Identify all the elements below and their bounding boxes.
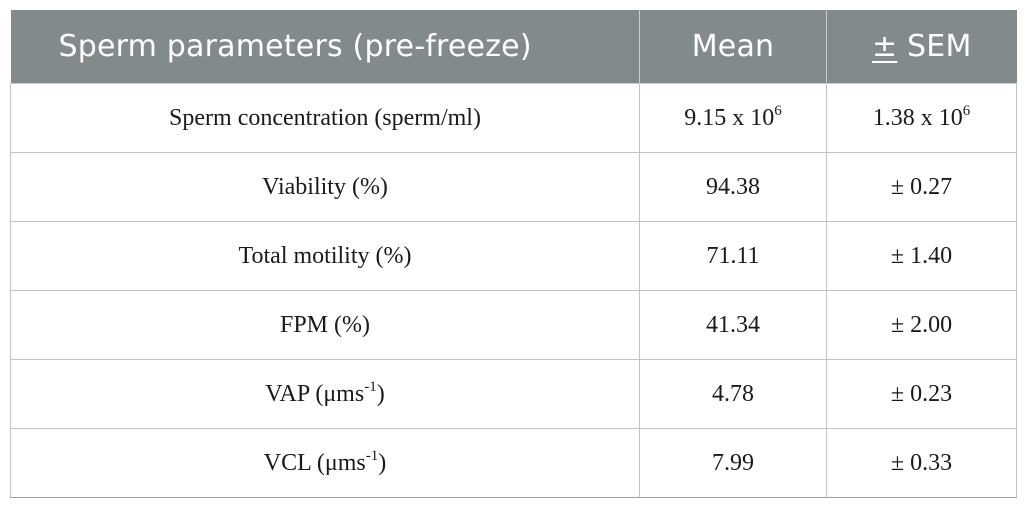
sem-text: ± 1.40: [890, 242, 953, 269]
param-cell: Sperm concentration (sperm/ml): [10, 83, 640, 153]
sem-cell: 1.38 x 106: [826, 83, 1017, 153]
mean-superscript: 6: [774, 102, 782, 119]
param-cell: Viability (%): [10, 152, 640, 222]
param-cell: Total motility (%): [10, 221, 640, 291]
table-body: Sperm concentration (sperm/ml) 9.15 x 106…: [10, 83, 1017, 498]
param-suffix: ): [378, 449, 387, 476]
sem-cell: ± 0.33: [826, 428, 1017, 498]
sem-text: ± 0.27: [890, 173, 953, 200]
header-parameter: Sperm parameters (pre-freeze): [10, 10, 640, 84]
param-cell: VCL (μms-1): [10, 428, 640, 498]
table-row: FPM (%) 41.34 ± 2.00: [10, 290, 1017, 360]
param-text: Sperm concentration (sperm/ml): [169, 104, 481, 131]
mean-text: 41.34: [706, 311, 760, 338]
sem-cell: ± 1.40: [826, 221, 1017, 291]
mean-text: 7.99: [712, 449, 754, 476]
mean-text: 94.38: [706, 173, 760, 200]
sem-superscript: 6: [962, 102, 971, 119]
param-text: Total motility (%): [238, 242, 412, 269]
header-mean: Mean: [639, 10, 827, 84]
plus-minus-symbol: ±: [871, 29, 898, 64]
sperm-parameters-table: Sperm parameters (pre-freeze) Mean ± SEM…: [10, 10, 1017, 498]
table-row: Total motility (%) 71.11 ± 1.40: [10, 221, 1017, 291]
mean-cell: 71.11: [639, 221, 827, 291]
sem-text: 1.38 x 10: [872, 104, 963, 131]
table-row: VCL (μms-1) 7.99 ± 0.33: [10, 428, 1017, 498]
table-row: VAP (μms-1) 4.78 ± 0.23: [10, 359, 1017, 429]
param-superscript: -1: [364, 378, 377, 395]
mean-cell: 7.99: [639, 428, 827, 498]
param-cell: VAP (μms-1): [10, 359, 640, 429]
mean-text: 9.15 x 10: [684, 104, 775, 131]
mean-cell: 94.38: [639, 152, 827, 222]
sem-cell: ± 0.27: [826, 152, 1017, 222]
header-sem: ± SEM: [826, 10, 1017, 84]
sem-cell: ± 2.00: [826, 290, 1017, 360]
param-text: FPM (%): [279, 311, 370, 338]
mean-text: 4.78: [712, 380, 754, 407]
param-text: VAP (μms: [265, 380, 365, 407]
table-header: Sperm parameters (pre-freeze) Mean ± SEM: [10, 10, 1017, 84]
mean-cell: 4.78: [639, 359, 827, 429]
table-row: Viability (%) 94.38 ± 0.27: [10, 152, 1017, 222]
sem-text: ± 2.00: [890, 311, 953, 338]
mean-cell: 9.15 x 106: [639, 83, 827, 153]
param-superscript: -1: [365, 447, 379, 464]
sem-text: ± 0.33: [890, 449, 953, 476]
sem-text: ± 0.23: [890, 380, 953, 407]
table-row: Sperm concentration (sperm/ml) 9.15 x 106…: [10, 83, 1017, 153]
sem-cell: ± 0.23: [826, 359, 1017, 429]
param-text: VCL (μms: [263, 449, 366, 476]
param-cell: FPM (%): [10, 290, 640, 360]
param-suffix: ): [376, 380, 385, 407]
param-text: Viability (%): [262, 173, 388, 200]
mean-text: 71.11: [706, 242, 760, 269]
mean-cell: 41.34: [639, 290, 827, 360]
header-row: Sperm parameters (pre-freeze) Mean ± SEM: [10, 10, 1017, 84]
